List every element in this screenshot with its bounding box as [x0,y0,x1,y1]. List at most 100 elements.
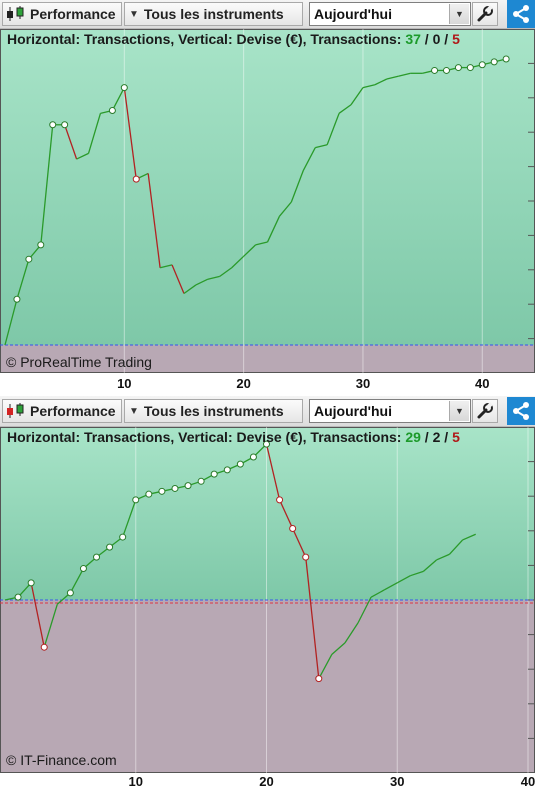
dropdown-arrow-icon[interactable]: ▼ [449,401,469,421]
trade-marker [61,121,69,129]
equity-segment [383,582,398,591]
trade-marker [249,453,257,461]
equity-segment [357,596,372,624]
equity-segment [338,104,352,114]
equity-segment [183,284,197,295]
trade-marker [13,295,21,303]
trade-marker [478,61,486,69]
equity-segment [326,113,340,146]
settings-button[interactable] [472,2,498,26]
trade-marker [93,553,101,561]
trade-marker [197,477,205,485]
caption-prefix: Horizontal: Transactions, Vertical: Devi… [7,429,406,445]
equity-segment [171,264,185,294]
trade-marker [302,553,310,561]
trade-marker [158,487,166,495]
equity-segment [122,499,137,538]
x-axis: 10 20 30 40 [0,772,535,794]
equity-segment [207,275,220,280]
trade-marker [466,64,474,72]
equity-segment [64,124,78,160]
equity-segment [147,173,161,268]
profit-zone [0,29,535,345]
x-tick-label: 10 [117,376,132,391]
instruments-button[interactable]: ▼ Tous les instruments [124,2,303,26]
x-tick-label: 10 [128,774,143,789]
performance-button[interactable]: Performance [2,2,122,26]
equity-chart-1 [0,29,535,373]
trade-marker [25,255,33,263]
equity-segment [123,87,137,180]
equity-segment [278,201,292,217]
trade-marker [210,470,218,478]
trade-marker [289,525,297,532]
trade-marker [37,241,45,249]
equity-segment [4,299,18,346]
settings-button[interactable] [472,399,498,423]
neutral-trades-count: 2 [432,429,441,445]
loss-zone [0,600,535,773]
equity-segment [111,87,125,111]
equity-segment [396,575,411,584]
trade-marker [120,84,128,92]
equity-segment [386,75,399,80]
trade-marker [145,490,153,498]
wrench-icon [477,5,493,22]
trade-marker [79,565,87,573]
equity-segment [315,144,328,149]
chart-caption: Horizontal: Transactions, Vertical: Devi… [7,429,460,445]
equity-segment [30,582,45,648]
equity-segment [243,244,257,257]
period-value: Aujourd'hui [314,6,392,22]
candlestick-icon [7,6,24,21]
copyright-label: © ProRealTime Trading [6,354,152,370]
trade-marker [106,543,114,551]
equity-segment [219,267,233,277]
x-tick-label: 40 [520,774,535,789]
dropdown-arrow-icon[interactable]: ▼ [449,4,469,24]
share-icon [513,402,529,420]
neutral-trades-count: 0 [432,31,441,47]
trade-marker [315,675,323,683]
equity-segment [69,568,85,594]
equity-segment [76,152,89,160]
candle-highlight [16,404,24,414]
performance-button[interactable]: Performance [2,399,122,423]
equity-segment [436,553,450,561]
caret-down-icon: ▼ [129,8,139,20]
trade-marker [119,533,127,541]
trade-marker [184,482,192,490]
trade-marker [502,55,510,63]
equity-segment [422,559,437,572]
equity-segment [318,654,333,679]
copyright-label: © IT-Finance.com [6,752,117,768]
trade-marker [132,496,140,504]
performance-panel-1: Performance ▼ Tous les instruments Aujou… [0,0,535,396]
period-select[interactable]: Aujourd'hui ▼ [309,399,471,423]
candle-highlight [16,7,24,17]
trade-marker [431,66,439,74]
trade-marker [49,121,57,129]
equity-segment [159,264,173,269]
equity-segment [265,443,281,501]
equity-segment [374,78,388,86]
equity-segment [290,170,304,203]
share-button[interactable] [507,0,535,28]
equity-segment [462,533,476,541]
winning-trades-count: 37 [405,31,421,47]
panel-toolbar: Performance ▼ Tous les instruments Aujou… [0,0,535,29]
equity-segment [231,255,245,269]
profit-zone [0,427,535,600]
equity-segment [255,241,268,246]
instruments-button[interactable]: ▼ Tous les instruments [124,399,303,423]
x-tick-label: 20 [259,774,274,789]
share-button[interactable] [507,397,535,425]
period-value: Aujourd'hui [314,403,392,419]
winning-trades-count: 29 [405,429,421,445]
trade-marker [27,579,35,587]
equity-segment [195,278,209,286]
period-select[interactable]: Aujourd'hui ▼ [309,2,471,26]
equity-segment [398,72,411,77]
trade-marker [66,589,74,597]
caption-prefix: Horizontal: Transactions, Vertical: Devi… [7,31,406,47]
